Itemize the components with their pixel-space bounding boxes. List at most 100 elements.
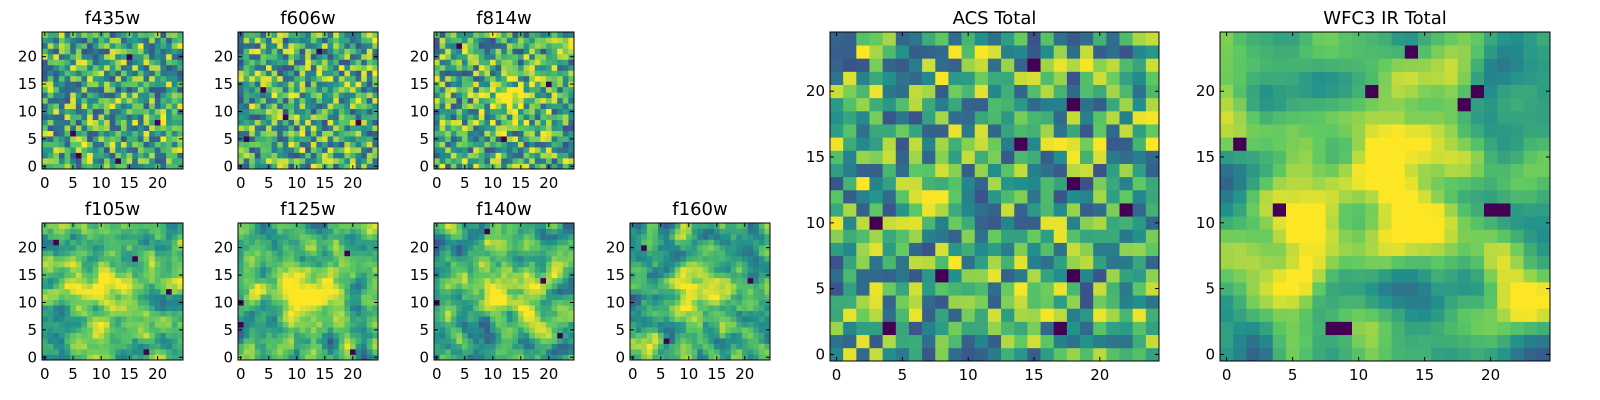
heatmap-cell xyxy=(534,86,541,93)
heatmap-cell xyxy=(322,250,328,257)
heatmap-cell xyxy=(260,277,267,284)
heatmap-cell xyxy=(338,37,345,44)
heatmap-cell xyxy=(316,108,323,115)
heatmap-cell xyxy=(501,233,508,240)
heatmap-cell xyxy=(663,255,670,262)
heatmap-cell xyxy=(143,332,150,339)
heatmap-cell xyxy=(109,97,116,104)
heatmap-cell xyxy=(238,147,244,153)
heatmap-cell xyxy=(355,233,362,240)
heatmap-cell xyxy=(294,108,300,115)
heatmap-cell xyxy=(47,266,54,273)
heatmap-cell xyxy=(974,255,989,270)
heatmap-cell xyxy=(294,92,300,99)
heatmap-cell xyxy=(75,97,82,104)
heatmap-cell xyxy=(166,92,173,99)
heatmap-cell xyxy=(439,310,446,317)
heatmap-cell xyxy=(490,97,496,104)
heatmap-cell xyxy=(344,244,351,251)
heatmap-cell xyxy=(42,343,48,350)
heatmap-cell xyxy=(316,97,323,104)
heatmap-cell xyxy=(434,158,440,164)
heatmap-cell xyxy=(322,103,328,110)
heatmap-cell xyxy=(154,233,161,240)
heatmap-cell xyxy=(669,327,676,333)
heatmap-cell xyxy=(75,250,82,257)
heatmap-cell xyxy=(1106,189,1120,204)
heatmap-cell xyxy=(305,250,312,257)
heatmap-cell xyxy=(686,316,692,322)
heatmap-cell xyxy=(568,343,575,350)
heatmap-cell xyxy=(719,332,726,339)
heatmap-cell xyxy=(338,244,345,251)
heatmap-cell xyxy=(310,305,317,312)
heatmap-cell xyxy=(361,130,368,137)
heatmap-cell xyxy=(856,347,870,362)
heatmap-cell xyxy=(171,53,178,60)
heatmap-cell xyxy=(81,158,88,164)
heatmap-cell xyxy=(154,75,161,82)
heatmap-cell xyxy=(294,103,300,110)
heatmap-cell xyxy=(697,233,704,240)
heatmap-cell xyxy=(120,119,127,126)
heatmap-cell xyxy=(546,239,552,246)
heatmap-cell xyxy=(115,103,122,110)
heatmap-cell xyxy=(260,59,267,66)
heatmap-cell xyxy=(730,283,737,290)
heatmap-cell xyxy=(266,266,272,273)
heatmap-cell xyxy=(691,277,698,284)
heatmap-cell xyxy=(1027,216,1041,230)
heatmap-cell xyxy=(529,130,536,137)
heatmap-cell xyxy=(254,255,261,262)
heatmap-cell xyxy=(58,338,65,344)
heatmap-cell xyxy=(1093,189,1107,204)
heatmap-cell xyxy=(92,37,99,44)
heatmap-cell xyxy=(714,228,720,235)
heatmap-cell xyxy=(355,316,362,322)
heatmap-cell xyxy=(540,53,547,60)
heatmap-cell xyxy=(495,141,502,148)
heatmap-cell xyxy=(686,349,692,355)
heatmap-cell xyxy=(249,338,256,344)
heatmap-cell xyxy=(641,305,648,312)
heatmap-cell xyxy=(680,261,687,268)
heatmap-cell xyxy=(350,349,356,355)
heatmap-cell xyxy=(562,299,569,306)
heatmap-cell xyxy=(562,338,569,344)
heatmap-cell xyxy=(115,147,122,153)
heatmap-cell xyxy=(177,310,184,317)
heatmap-cell xyxy=(327,349,334,355)
heatmap-cell xyxy=(568,147,575,153)
heatmap-cell xyxy=(271,108,278,115)
heatmap-cell xyxy=(456,158,463,164)
heatmap-cell xyxy=(81,42,88,49)
heatmap-cell xyxy=(294,288,300,295)
heatmap-cell xyxy=(98,48,105,55)
heatmap-cell xyxy=(299,349,306,355)
heatmap-cell xyxy=(434,266,440,273)
heatmap-cell xyxy=(456,147,463,153)
heatmap-cell xyxy=(344,288,351,295)
heatmap-cell xyxy=(742,338,748,344)
heatmap-cell xyxy=(753,288,760,295)
heatmap-cell xyxy=(523,332,530,339)
heatmap-cell xyxy=(243,223,250,229)
heatmap-cell xyxy=(137,338,144,344)
heatmap-cell xyxy=(518,244,524,251)
heatmap-cell xyxy=(132,338,139,344)
heatmap-cell xyxy=(305,64,312,71)
heatmap-cell xyxy=(445,288,452,295)
heatmap-cell xyxy=(260,37,267,44)
heatmap-cell xyxy=(450,288,457,295)
heatmap-cell xyxy=(98,42,105,49)
heatmap-cell xyxy=(243,86,250,93)
heatmap-cell xyxy=(1119,189,1134,204)
heatmap-cell xyxy=(154,130,161,137)
heatmap-cell xyxy=(490,92,496,99)
heatmap-cell xyxy=(1145,321,1160,336)
heatmap-cell xyxy=(126,130,133,137)
heatmap-cell xyxy=(143,152,150,159)
heatmap-cell xyxy=(974,163,989,178)
heatmap-cell xyxy=(708,305,715,312)
heatmap-cell xyxy=(456,338,463,344)
